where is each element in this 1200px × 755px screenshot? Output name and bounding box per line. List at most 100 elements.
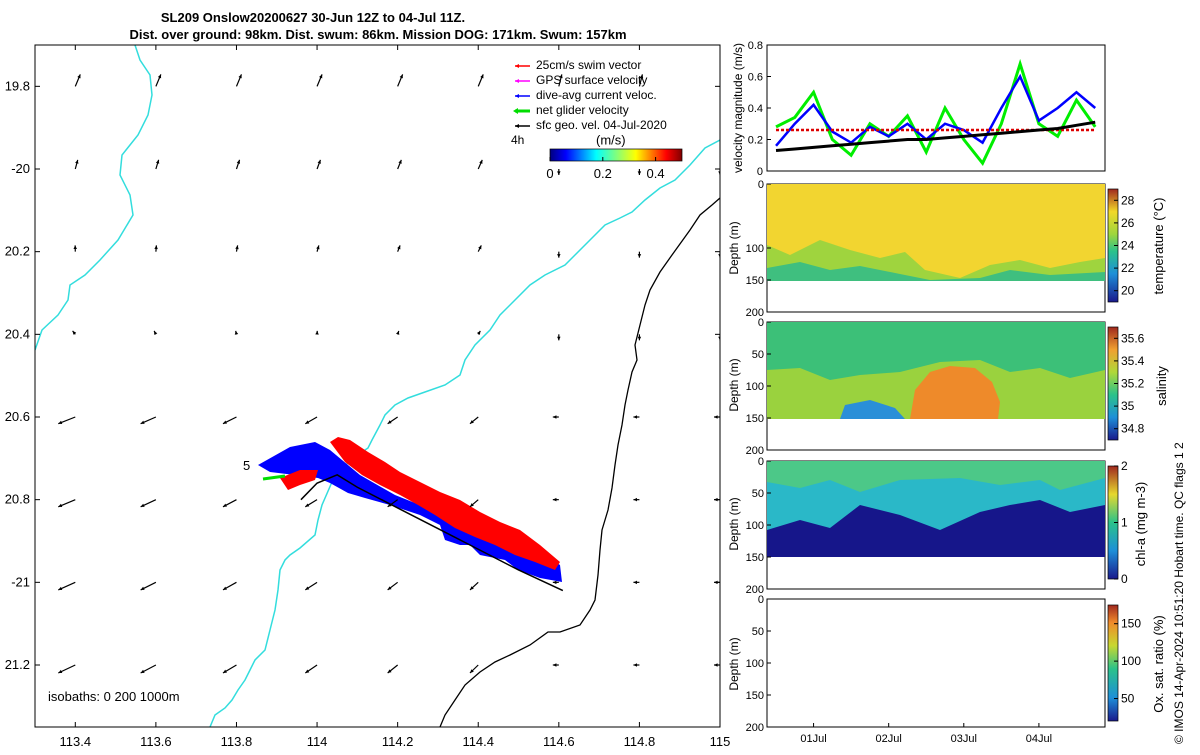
sfc-geo-arrow-head xyxy=(553,415,557,418)
temperature-ylabel: Depth (m) xyxy=(727,221,741,274)
map-cbar-tick-label: 0.4 xyxy=(647,166,665,181)
time-tick-label: 03Jul xyxy=(951,733,977,745)
depth-y-tick-label: 100 xyxy=(746,520,764,532)
start-label: 5 xyxy=(243,458,250,473)
sfc-geo-velocity-arrows xyxy=(58,74,724,673)
depth-y-tick-label: 200 xyxy=(746,722,764,734)
credit-text: © IMOS 14-Apr-2024 10:51:20 Hobart time.… xyxy=(1172,442,1186,744)
map-cbar-tick-label: 0.2 xyxy=(594,166,612,181)
velocity-frame xyxy=(767,45,1105,171)
sfc-geo-arrow-head xyxy=(154,245,157,249)
sfc-geo-arrow-head xyxy=(553,498,557,501)
time-tick-label: 01Jul xyxy=(800,733,826,745)
coastline xyxy=(210,140,720,727)
swim-vectors xyxy=(330,437,560,570)
oxygen-cbar-label: Ox. sat. ratio (%) xyxy=(1151,615,1166,713)
map-x-tick-label: 113.4 xyxy=(60,734,92,749)
sfc-geo-arrow-head xyxy=(557,337,560,341)
map-x-tick-label: 114.8 xyxy=(624,734,656,749)
map-colorbar xyxy=(550,149,682,161)
time-tick-label: 02Jul xyxy=(876,733,902,745)
legend-item-swim: 25cm/s swim vector xyxy=(515,58,641,72)
sfc-geo-arrow-head xyxy=(633,498,637,501)
oxygen-frame xyxy=(767,599,1105,727)
legend-label: 25cm/s swim vector xyxy=(536,58,641,72)
temperature-cbar-label: temperature (°C) xyxy=(1151,198,1166,295)
map-colorbar-label: (m/s) xyxy=(596,132,626,147)
legend-label: GPS surface velocity xyxy=(536,73,647,87)
depth-y-tick-label: 100 xyxy=(746,658,764,670)
sfc-geo-arrow-head xyxy=(396,331,399,335)
sfc-geo-arrow-head xyxy=(315,331,318,335)
cbar-tick-label: 35.6 xyxy=(1121,331,1145,345)
map-y-tick-label: 20.4 xyxy=(5,326,30,341)
sfc-geo-arrow-head xyxy=(557,254,560,258)
cbar-tick-label: 1 xyxy=(1121,516,1128,530)
sfc-geo-arrow-head xyxy=(553,581,557,584)
cbar-tick-label: 28 xyxy=(1121,193,1135,207)
chla-ylabel: Depth (m) xyxy=(727,497,741,550)
depth-y-tick-label: 100 xyxy=(746,381,764,393)
cbar-tick-label: 35.4 xyxy=(1121,354,1145,368)
isobath-1000m xyxy=(440,198,720,727)
map-x-tick-label: 113.8 xyxy=(221,734,253,749)
depth-y-tick-label: 0 xyxy=(758,594,764,606)
time-tick-label: 04Jul xyxy=(1026,733,1052,745)
map-x-tick-label: 113.6 xyxy=(140,734,172,749)
oxygen-ylabel: Depth (m) xyxy=(727,637,741,690)
cbar-tick-label: 34.8 xyxy=(1121,422,1145,436)
sfc-geo-arrow-head xyxy=(557,171,560,175)
sfc-geo-arrow-head xyxy=(237,160,240,164)
salinity-ylabel: Depth (m) xyxy=(727,358,741,411)
cbar-tick-label: 26 xyxy=(1121,216,1135,230)
sfc-geo-arrow-head xyxy=(73,245,76,249)
cbar-tick-label: 0 xyxy=(1121,572,1128,586)
sfc-geo-arrow-head xyxy=(720,74,723,78)
map-y-tick-label: 21.2 xyxy=(5,657,30,672)
velocity-ylabel: velocity magnitude (m/s) xyxy=(731,43,745,173)
map-y-tick-label: 20.6 xyxy=(5,409,30,424)
figure-title-line2: Dist. over ground: 98km. Dist. swum: 86k… xyxy=(129,27,626,42)
depth-y-tick-label: 0 xyxy=(758,317,764,329)
cbar-tick-label: 2 xyxy=(1121,459,1128,473)
velocity-y-tick-label: 0 xyxy=(757,166,763,178)
cbar-tick-label: 50 xyxy=(1121,692,1135,706)
legend-time-label: 4h xyxy=(511,133,524,147)
cbar-tick-label: 24 xyxy=(1121,239,1135,253)
depth-y-tick-label: 150 xyxy=(746,413,764,425)
map-legend: 25cm/s swim vector GPS surface velocity … xyxy=(511,58,682,181)
legend-label: sfc geo. vel. 04-Jul-2020 xyxy=(536,118,667,132)
legend-item-gps: GPS surface velocity xyxy=(515,73,647,87)
sfc-geo-arrow-head xyxy=(638,337,641,341)
cbar-tick-label: 35 xyxy=(1121,399,1135,413)
legend-label: dive-avg current veloc. xyxy=(536,88,657,102)
map-x-tick-label: 114 xyxy=(307,734,328,749)
sfc-geo-arrow-head xyxy=(638,254,641,258)
sfc-geo-arrow-head xyxy=(633,663,637,666)
salinity-cbar-label: salinity xyxy=(1154,366,1169,406)
cbar-tick-label: 20 xyxy=(1121,284,1135,298)
cbar-tick-label: 150 xyxy=(1121,617,1141,631)
map-y-tick-label: 20.2 xyxy=(5,244,30,259)
depth-y-tick-label: 150 xyxy=(746,690,764,702)
depth-y-tick-label: 150 xyxy=(746,552,764,564)
depth-y-tick-label: 0 xyxy=(758,456,764,468)
depth-y-tick-label: 50 xyxy=(752,349,764,361)
depth-y-tick-label: 150 xyxy=(746,275,764,287)
depth-y-tick-label: 100 xyxy=(746,243,764,255)
map-y-tick-label: -20 xyxy=(11,161,30,176)
coastline xyxy=(35,45,152,350)
map-x-tick-label: 114.2 xyxy=(382,734,414,749)
dive-avg-current-vectors xyxy=(258,442,562,582)
depth-y-tick-label: 50 xyxy=(752,488,764,500)
cbar-tick-label: 22 xyxy=(1121,261,1135,275)
map-x-tick-label: 114.4 xyxy=(462,734,494,749)
velocity-panel: 00.20.40.60.8 velocity magnitude (m/s) xyxy=(731,40,1105,178)
